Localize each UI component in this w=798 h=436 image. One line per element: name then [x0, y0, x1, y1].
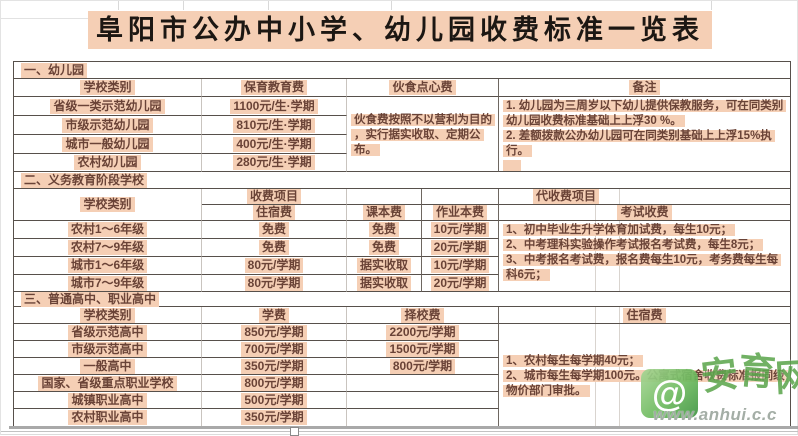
- s1-row2-fee: 810元/生·学期: [202, 116, 347, 135]
- s1-header-fee: 保育教育费: [202, 79, 347, 97]
- s2-row3-lodging: 80元/学期: [202, 257, 347, 275]
- s2-row4-textbook: 据实收取: [347, 275, 422, 292]
- s2-row2-textbook: 免费: [347, 239, 422, 257]
- section3-label-row: 三、普通高中、职业高中: [14, 291, 790, 307]
- s2-row1-lodging: 免费: [202, 221, 347, 239]
- s1-row1-fee: 1100元/生·学期: [202, 97, 347, 116]
- s2-row2-school: 农村7～9年级: [14, 239, 202, 257]
- gridline-artifact: [1, 18, 93, 19]
- s2-exam-note-cell: 1、初中毕业生升学体育加试费，每生10元； 2、中考理科实验操作考试报名考试费，…: [499, 221, 790, 292]
- s3-row2-choice: 1500元/学期: [347, 341, 499, 358]
- exam-note-line1: 1、初中毕业生升学体育加试费，每生10元；: [503, 224, 736, 236]
- s1-header-meal: 伙食点心费: [347, 79, 499, 97]
- s1-remark-line2: 2. 差额拨款公办幼儿园可在同类别基础上上浮15%执行。: [503, 130, 775, 157]
- s3-row3-school: 一般高中: [14, 358, 202, 375]
- highlight-artifact: [503, 160, 521, 171]
- section3-grid: 学校类别 学费 择校费 住宿费 省级示范高中 850元/学期 2200元/学期 …: [14, 307, 790, 427]
- section2-grid: 学校类别 收费项目 代收费项目 住宿费 课本费 作业本费 考试收费 农村1～6年…: [14, 189, 790, 292]
- s2-header-empty1: [347, 189, 422, 205]
- s1-header-remark: 备注: [499, 79, 790, 97]
- s3-header-choice: 择校费: [347, 307, 499, 324]
- lodging-note-line2: 2、城市每生每学期100元。公寓式宿舍收费标准报同级物价部门审批。: [503, 369, 788, 397]
- exam-note-line3: 3、中考报名考试费，报名费每生10元，考务费每生每科6元；: [503, 254, 782, 281]
- s2-row3-workbook: 10元/学期: [422, 257, 499, 275]
- s2-row2-workbook: 20元/学期: [422, 239, 499, 257]
- s2-header-collectgroup: 代收费项目: [499, 189, 790, 205]
- s2-header-workbook: 作业本费: [422, 205, 499, 221]
- s3-row3-tuition: 350元/学期: [202, 358, 347, 375]
- gridline-artifact: [183, 1, 184, 10]
- fee-table: 一、幼儿园 学校类别 保育教育费 伙食点心费 备注 省级一类示范幼儿园 1100…: [13, 61, 791, 427]
- s1-row2-school: 市级示范幼儿园: [14, 116, 202, 135]
- s1-row4-fee: 280元/生·学期: [202, 154, 347, 172]
- s2-row2-lodging: 免费: [202, 239, 347, 257]
- gridline-artifact: [118, 1, 119, 10]
- s2-row4-workbook: 20元/学期: [422, 275, 499, 292]
- s1-remark-cell: 1. 幼儿园为三周岁以下幼儿提供保教服务，可在同类别幼儿园收费标准基础上上浮30…: [499, 97, 790, 172]
- s3-header-tuition: 学费: [202, 307, 347, 324]
- s3-row1-tuition: 850元/学期: [202, 324, 347, 341]
- s3-row2-tuition: 700元/学期: [202, 341, 347, 358]
- lodging-note-line1: 1、农村每生每学期40元；: [503, 354, 644, 367]
- gridline-artifact: [391, 1, 392, 10]
- s3-row4-school: 国家、省级重点职业学校: [14, 375, 202, 392]
- s3-row6-school: 农村职业高中: [14, 409, 202, 427]
- s3-row2-school: 市级示范高中: [14, 341, 202, 358]
- gridline-artifact: [711, 1, 712, 10]
- s3-row1-school: 省级示范高中: [14, 324, 202, 341]
- s3-header-school: 学校类别: [14, 307, 202, 324]
- section2-label: 二、义务教育阶段学校: [21, 172, 148, 188]
- table-bottom-border: [9, 426, 798, 429]
- meal-note-line2: ，实行据实收取、定期公布。: [351, 128, 484, 156]
- s3-row4-tuition: 800元/学期: [202, 375, 347, 392]
- s1-header-school: 学校类别: [14, 79, 202, 97]
- s2-header-school: 学校类别: [14, 189, 202, 221]
- s3-row5-tuition: 500元/学期: [202, 392, 347, 409]
- s1-meal-note-cell: 伙食费按照不以营利为目的 ，实行据实收取、定期公布。: [347, 97, 499, 172]
- s3-header-lodging: 住宿费: [499, 307, 790, 324]
- s3-row1-choice: 2200元/学期: [347, 324, 499, 341]
- section1-label-row: 一、幼儿园: [14, 62, 790, 79]
- s2-header-feegroup: 收费项目: [202, 189, 347, 205]
- meal-note-line1: 伙食费按照不以营利为目的: [351, 113, 495, 126]
- section3-label: 三、普通高中、职业高中: [21, 291, 160, 307]
- s2-header-exam: 考试收费: [499, 205, 790, 221]
- s2-row1-school: 农村1～6年级: [14, 221, 202, 239]
- s3-row3-choice: 800元/学期: [347, 358, 499, 375]
- s2-row4-lodging: 80元/学期: [202, 275, 347, 292]
- s2-row1-workbook: 10元/学期: [422, 221, 499, 239]
- section1-label: 一、幼儿园: [21, 62, 88, 78]
- s2-header-textbook: 课本费: [347, 205, 422, 221]
- s2-row3-textbook: 据实收取: [347, 257, 422, 275]
- s2-row3-school: 城市1～6年级: [14, 257, 202, 275]
- gridline-artifact: [268, 1, 269, 10]
- bottom-rule: [1, 431, 798, 432]
- s3-lodging-note-cell: 1、农村每生每学期40元； 2、城市每生每学期100元。公寓式宿舍收费标准报同级…: [499, 324, 790, 427]
- s1-row1-school: 省级一类示范幼儿园: [14, 97, 202, 116]
- s3-row6-choice: [347, 409, 499, 427]
- s2-header-lodging: 住宿费: [202, 205, 347, 221]
- s1-row4-school: 农村幼儿园: [14, 154, 202, 172]
- s2-row4-school: 城市7～9年级: [14, 275, 202, 292]
- section1-grid: 学校类别 保育教育费 伙食点心费 备注 省级一类示范幼儿园 1100元/生·学期…: [14, 79, 790, 172]
- s2-row1-textbook: 免费: [347, 221, 422, 239]
- s1-row3-fee: 400元/生·学期: [202, 135, 347, 154]
- exam-note-line2: 2、中考理科实验操作考试报名考试费，每生8元；: [503, 239, 764, 251]
- page-title-wrap: 阜阳市公办中小学、幼儿园收费标准一览表: [1, 11, 798, 49]
- s3-row6-tuition: 350元/学期: [202, 409, 347, 427]
- section2-label-row: 二、义务教育阶段学校: [14, 172, 790, 189]
- s1-row3-school: 城市一般幼儿园: [14, 135, 202, 154]
- s3-row4-choice: [347, 375, 499, 392]
- s3-row5-school: 城镇职业高中: [14, 392, 202, 409]
- s3-row5-choice: [347, 392, 499, 409]
- s2-header-empty2: [422, 189, 499, 205]
- s1-remark-line1: 1. 幼儿园为三周岁以下幼儿提供保教服务，可在同类别幼儿园收费标准基础上上浮30…: [503, 100, 787, 127]
- page-title: 阜阳市公办中小学、幼儿园收费标准一览表: [88, 11, 712, 49]
